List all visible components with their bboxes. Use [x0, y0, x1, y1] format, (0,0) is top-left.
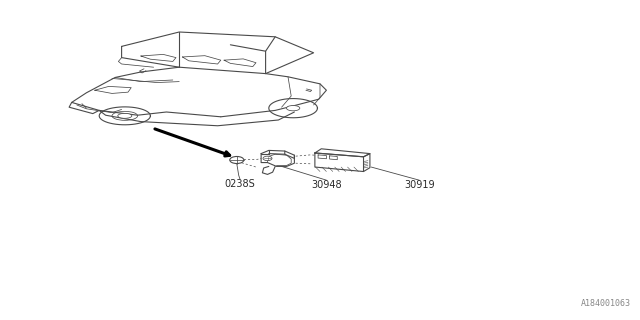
Text: 30948: 30948 [311, 180, 342, 190]
Ellipse shape [287, 106, 300, 111]
Text: A184001063: A184001063 [580, 299, 630, 308]
Text: 0238S: 0238S [225, 179, 255, 189]
Text: 30919: 30919 [404, 180, 435, 190]
Circle shape [263, 156, 272, 161]
Circle shape [230, 156, 244, 164]
Ellipse shape [118, 113, 132, 118]
